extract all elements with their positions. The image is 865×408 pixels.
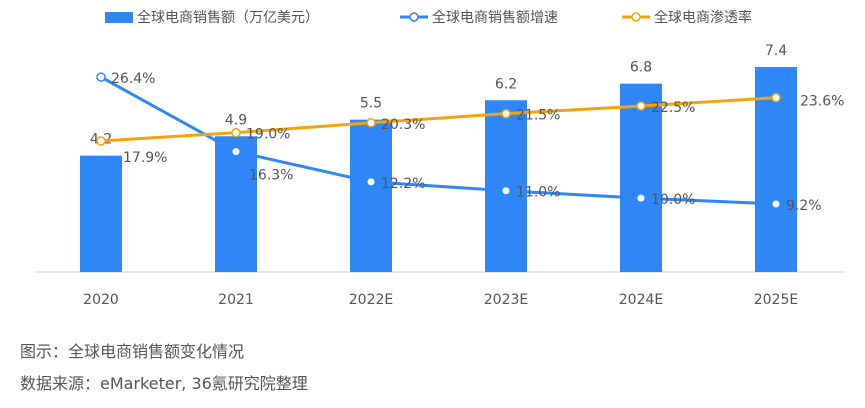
legend-penetration: 全球电商渗透率 — [654, 9, 752, 26]
penetration-label-2022E: 20.3% — [381, 117, 425, 133]
bar-label-2022E: 5.5 — [360, 96, 382, 112]
growth-label-2022E: 12.2% — [381, 176, 425, 192]
penetration-point-2020 — [96, 136, 106, 146]
x-tick-2020: 2020 — [83, 292, 119, 308]
penetration-point-2022E — [366, 118, 376, 128]
x-tick-2025E: 2025E — [754, 292, 798, 308]
penetration-point-2025E — [771, 92, 781, 103]
bar-2023E — [485, 100, 527, 272]
x-tick-2024E: 2024E — [619, 292, 663, 308]
bar-2021 — [215, 136, 257, 272]
bar-label-2025E: 7.4 — [765, 43, 787, 59]
bar-label-2024E: 6.8 — [630, 60, 652, 76]
growth-label-2023E: 11.0% — [516, 185, 560, 201]
growth-label-2020: 26.4% — [111, 71, 155, 87]
legend-penetration-marker — [631, 12, 641, 22]
growth-point-2020 — [96, 72, 106, 82]
growth-point-2025E — [772, 200, 780, 208]
penetration-point-2021 — [231, 127, 241, 138]
penetration-label-2025E: 23.6% — [800, 94, 844, 110]
growth-point-2024E — [637, 194, 645, 202]
growth-point-2023E — [502, 187, 510, 195]
legend-growth: 全球电商销售额增速 — [432, 9, 558, 26]
growth-line — [100, 75, 777, 206]
penetration-label-2021: 19.0% — [246, 127, 290, 143]
penetration-line — [100, 96, 777, 143]
penetration-label-2024E: 22.5% — [651, 100, 695, 116]
figure-caption: 图示：全球电商销售额变化情况 — [20, 342, 245, 361]
growth-label-2024E: 10.0% — [651, 192, 695, 208]
growth-point-2022E — [367, 178, 375, 186]
bar-2022E — [350, 119, 392, 273]
penetration-label-2020: 17.9% — [123, 150, 167, 166]
penetration-point-2023E — [501, 108, 511, 119]
bar-label-2021: 4.9 — [225, 112, 247, 128]
source-caption: 数据来源：eMarketer, 36氪研究院整理 — [20, 374, 308, 393]
legend-growth-marker — [409, 12, 419, 22]
bar-2020 — [80, 155, 122, 272]
penetration-label-2023E: 21.5% — [516, 108, 560, 124]
x-tick-2023E: 2023E — [484, 292, 528, 308]
bar-label-2023E: 6.2 — [495, 76, 517, 92]
legend-bar-swatch — [105, 12, 133, 23]
growth-label-2021: 16.3% — [249, 168, 293, 184]
growth-label-2025E: 9.2% — [786, 198, 822, 214]
growth-point-2021 — [232, 148, 240, 156]
x-tick-2022E: 2022E — [349, 292, 393, 308]
legend-sales: 全球电商销售额（万亿美元） — [137, 9, 319, 26]
bar-2024E — [620, 83, 662, 272]
x-tick-2021: 2021 — [218, 292, 254, 308]
penetration-point-2024E — [636, 101, 646, 111]
